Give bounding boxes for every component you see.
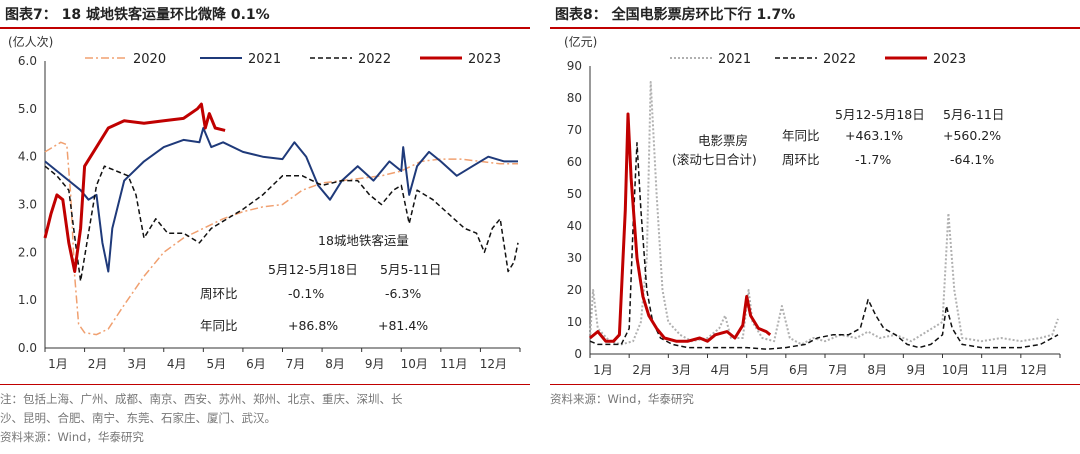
chart-title: 图表7： 18 城地铁客运量环比微降 0.1%	[5, 7, 270, 23]
annotation-left-line1: 电影票房	[698, 133, 748, 148]
legend-label-2021: 2021	[718, 52, 751, 67]
title-rule	[0, 27, 530, 29]
series-line-2021	[44, 127, 518, 273]
x-tick-label: 6月	[246, 357, 266, 371]
chart-source: 资料来源：Wind，华泰研究	[550, 392, 694, 406]
x-tick-label: 2月	[88, 357, 108, 371]
annotation-col2-header: 5月5-11日	[380, 262, 441, 277]
y-tick-label: 2.0	[18, 245, 37, 259]
chart-source: 资料来源：Wind，华泰研究	[0, 430, 144, 444]
annotation-row1-label: 年同比	[782, 128, 820, 143]
x-tick-label: 8月	[325, 357, 345, 371]
y-tick-label: 60	[567, 155, 582, 169]
legend-label-2022: 2022	[358, 52, 391, 67]
series-line-2023	[589, 112, 772, 343]
boxoffice-line-chart: (亿元) 0 10 20 30 40 50 60 70 80 90 1月 2月 3月 4月 5月 6月 7月 8月 9…	[564, 34, 1061, 377]
annotation-row2-label: 周环比	[782, 152, 820, 167]
y-tick-label: 1.0	[18, 293, 37, 307]
y-axis-unit: (亿元)	[564, 34, 597, 49]
annotation-row1-value2: +560.2%	[943, 128, 1001, 143]
footer-rule	[550, 384, 1080, 385]
x-tick-label: 8月	[867, 363, 887, 377]
x-tick-label: 5月	[207, 357, 227, 371]
legend-label-2020: 2020	[133, 52, 166, 67]
legend-label-2022: 2022	[823, 52, 856, 67]
y-tick-label: 80	[567, 91, 582, 105]
chart-note-line2: 沙、昆明、合肥、南宁、东莞、石家庄、厦门、武汉。	[0, 411, 276, 425]
x-tick-label: 10月	[401, 357, 428, 371]
y-tick-label: 70	[567, 123, 582, 137]
series-line-2023	[43, 102, 226, 273]
x-tick-label: 9月	[365, 357, 385, 371]
y-tick-label: 4.0	[18, 150, 37, 164]
title-rule	[550, 27, 1080, 29]
series-line-2020	[44, 141, 518, 336]
annotation-col1-header: 5月12-5月18日	[835, 107, 925, 122]
x-tick-label: 4月	[711, 363, 731, 377]
annotation-row1-label: 周环比	[200, 286, 238, 301]
y-tick-label: 90	[567, 59, 582, 73]
chart-title: 图表8： 全国电影票房环比下行 1.7%	[555, 7, 796, 23]
x-tick-label: 9月	[907, 363, 927, 377]
annotation-row2-label: 年同比	[200, 318, 238, 333]
series-line-2022	[589, 142, 1059, 350]
x-tick-label: 12月	[1020, 363, 1047, 377]
legend-label-2023: 2023	[468, 52, 501, 67]
y-tick-label: 5.0	[18, 102, 37, 116]
annotation-col1-header: 5月12-5月18日	[268, 262, 358, 277]
y-tick-label: 0.0	[18, 341, 37, 355]
x-tick-label: 7月	[286, 357, 306, 371]
x-tick-label: 2月	[632, 363, 652, 377]
y-tick-label: 6.0	[18, 54, 37, 68]
x-tick-label: 12月	[480, 357, 507, 371]
x-tick-label: 3月	[672, 363, 692, 377]
y-tick-label: 10	[567, 315, 582, 329]
annotation-row2-value1: +86.8%	[288, 318, 338, 333]
x-tick-label: 6月	[789, 363, 809, 377]
chart-panel-metro: 图表7： 18 城地铁客运量环比微降 0.1% (亿人次) 0.0 1.0 2.0 3.…	[0, 0, 530, 454]
legend-label-2021: 2021	[248, 52, 281, 67]
y-tick-label: 3.0	[18, 198, 37, 212]
x-tick-label: 1月	[593, 363, 613, 377]
y-tick-label: 40	[567, 219, 582, 233]
series-line-2022	[44, 165, 519, 282]
annotation-row2-value2: +81.4%	[378, 318, 428, 333]
annotation-title: 18城地铁客运量	[318, 233, 409, 248]
footer-rule	[0, 384, 530, 385]
annotation-left-line2: (滚动七日合计)	[672, 152, 757, 167]
x-tick-label: 11月	[440, 357, 467, 371]
annotation-col2-header: 5月6-11日	[943, 107, 1004, 122]
annotation-row2-value1: -1.7%	[855, 152, 891, 167]
x-tick-label: 1月	[48, 357, 68, 371]
x-tick-label: 7月	[828, 363, 848, 377]
series-line-2021	[589, 81, 1059, 346]
x-tick-label: 10月	[942, 363, 969, 377]
y-tick-label: 20	[567, 283, 582, 297]
annotation-row1-value2: -6.3%	[385, 286, 421, 301]
x-tick-label: 5月	[750, 363, 770, 377]
chart-note-line1: 注：包括上海、广州、成都、南京、西安、苏州、郑州、北京、重庆、深圳、长	[0, 392, 403, 406]
x-tick-label: 4月	[167, 357, 187, 371]
x-tick-label: 11月	[981, 363, 1008, 377]
legend-label-2023: 2023	[933, 52, 966, 67]
metro-line-chart: (亿人次) 0.0 1.0 2.0 3.0 4.0 5.0 6.0 1月 2月 3月 4月 5月 6月 7月…	[8, 34, 521, 371]
y-tick-label: 30	[567, 251, 582, 265]
annotation-row1-value1: -0.1%	[288, 286, 324, 301]
y-tick-label: 0	[574, 347, 582, 361]
y-axis-unit: (亿人次)	[8, 34, 53, 49]
y-tick-label: 50	[567, 187, 582, 201]
x-tick-label: 3月	[127, 357, 147, 371]
annotation-row1-value1: +463.1%	[845, 128, 903, 143]
chart-panel-boxoffice: 图表8： 全国电影票房环比下行 1.7% (亿元) 0 10 20 30 40 50 60 70…	[550, 0, 1080, 454]
annotation-row2-value2: -64.1%	[950, 152, 994, 167]
